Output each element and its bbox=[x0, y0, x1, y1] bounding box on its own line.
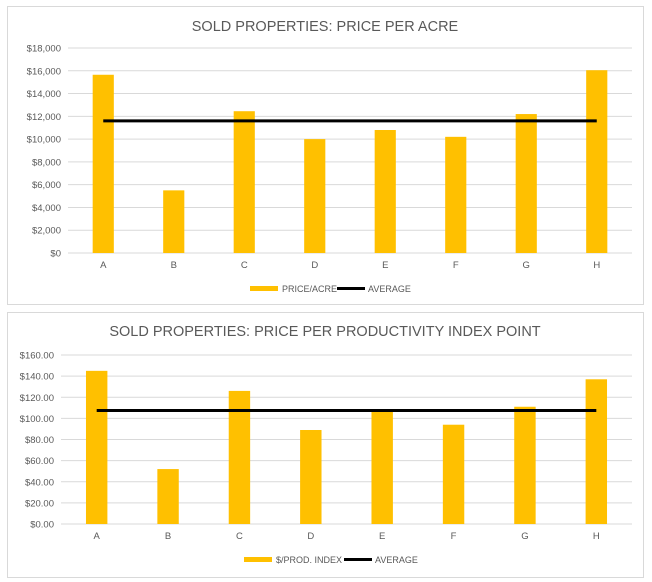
y-tick-label: $60.00 bbox=[25, 456, 54, 467]
legend-label-price-per-acre: PRICE/ACRE bbox=[282, 284, 337, 294]
legend-swatch-prod-index bbox=[244, 557, 272, 562]
x-tick-label: H bbox=[593, 531, 600, 542]
chart-title: SOLD PROPERTIES: PRICE PER PRODUCTIVITY … bbox=[109, 324, 540, 340]
bar-d bbox=[300, 429, 322, 524]
x-tick-label: D bbox=[307, 531, 314, 542]
legend-swatch-price-per-acre bbox=[250, 286, 278, 291]
y-tick-label: $12,000 bbox=[27, 112, 61, 123]
x-tick-label: E bbox=[379, 531, 385, 542]
bar-c bbox=[228, 390, 251, 524]
y-tick-label: $8,000 bbox=[32, 157, 61, 168]
y-tick-label: $120.00 bbox=[20, 393, 54, 404]
x-tick-label: B bbox=[171, 260, 177, 271]
x-tick-label: F bbox=[451, 531, 457, 542]
x-tick-label: H bbox=[593, 260, 600, 271]
x-tick-label: C bbox=[236, 531, 243, 542]
x-tick-label: A bbox=[94, 531, 101, 542]
chart-canvas: SOLD PROPERTIES: PRICE PER PRODUCTIVITY … bbox=[20, 324, 632, 565]
chart-price-per-productivity-index: SOLD PROPERTIES: PRICE PER PRODUCTIVITY … bbox=[7, 312, 644, 578]
bar-f bbox=[442, 424, 465, 524]
x-tick-label: B bbox=[165, 531, 171, 542]
bar-b bbox=[157, 469, 179, 524]
y-tick-label: $80.00 bbox=[25, 435, 54, 446]
chart-price-per-acre: SOLD PROPERTIES: PRICE PER ACRE $0 $2,000… bbox=[7, 6, 644, 305]
bar-d bbox=[304, 139, 326, 253]
bar-g bbox=[515, 114, 537, 253]
y-tick-label: $100.00 bbox=[20, 414, 54, 425]
y-tick-label: $20.00 bbox=[25, 498, 54, 509]
legend-label-average: AVERAGE bbox=[368, 284, 411, 294]
bar-h bbox=[585, 379, 608, 524]
bar-a bbox=[92, 74, 114, 253]
x-tick-label: E bbox=[382, 260, 388, 271]
y-tick-label: $140.00 bbox=[20, 372, 54, 383]
y-tick-label: $0.00 bbox=[30, 520, 54, 531]
legend: $/PROD. INDEX AVERAGE bbox=[244, 555, 418, 565]
y-tick-label: $18,000 bbox=[27, 44, 61, 55]
bar-c bbox=[233, 111, 255, 253]
y-tick-label: $160.00 bbox=[20, 351, 54, 362]
y-tick-label: $14,000 bbox=[27, 89, 61, 100]
bar-b bbox=[163, 190, 185, 253]
bar-f bbox=[445, 136, 467, 253]
legend: PRICE/ACRE AVERAGE bbox=[250, 284, 411, 294]
x-tick-label: C bbox=[241, 260, 248, 271]
chart-canvas: SOLD PROPERTIES: PRICE PER ACRE $0 $2,000… bbox=[27, 19, 632, 294]
bar-h bbox=[586, 70, 608, 253]
x-tick-label: G bbox=[521, 531, 528, 542]
y-tick-label: $40.00 bbox=[25, 477, 54, 488]
y-tick-label: $0 bbox=[50, 249, 61, 260]
x-tick-label: A bbox=[100, 260, 107, 271]
y-tick-label: $10,000 bbox=[27, 135, 61, 146]
x-tick-label: F bbox=[453, 260, 459, 271]
bar-e bbox=[374, 130, 396, 253]
bar-e bbox=[371, 409, 393, 524]
y-tick-label: $16,000 bbox=[27, 66, 61, 77]
bar-g bbox=[514, 406, 536, 524]
y-tick-label: $4,000 bbox=[32, 203, 61, 214]
legend-label-prod-index: $/PROD. INDEX bbox=[276, 555, 342, 565]
legend-label-average: AVERAGE bbox=[375, 555, 418, 565]
y-tick-label: $2,000 bbox=[32, 226, 61, 237]
x-tick-label: G bbox=[523, 260, 530, 271]
x-tick-label: D bbox=[311, 260, 318, 271]
bar-a bbox=[85, 370, 108, 524]
chart-title: SOLD PROPERTIES: PRICE PER ACRE bbox=[192, 19, 459, 35]
y-tick-label: $6,000 bbox=[32, 180, 61, 191]
